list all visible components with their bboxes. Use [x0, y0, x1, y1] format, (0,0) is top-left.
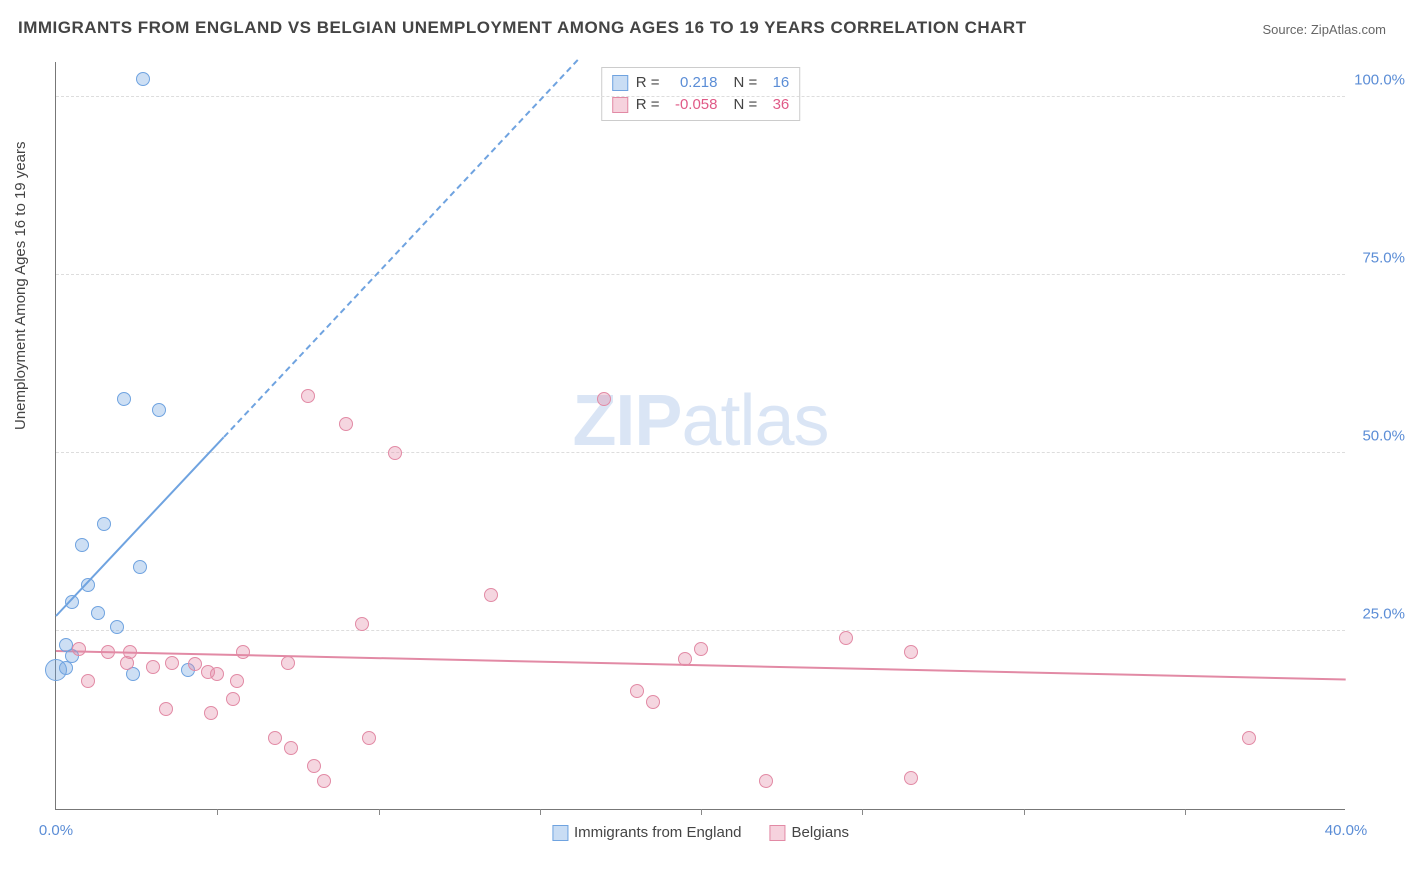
x-tick: [1024, 809, 1025, 815]
gridline: [56, 630, 1345, 631]
x-tick-label: 40.0%: [1325, 822, 1368, 839]
legend-item: Belgians: [770, 824, 850, 841]
data-point: [904, 771, 918, 785]
gridline: [56, 274, 1345, 275]
data-point: [284, 741, 298, 755]
data-point: [159, 702, 173, 716]
data-point: [120, 656, 134, 670]
data-point: [75, 538, 89, 552]
data-point: [839, 631, 853, 645]
y-tick-label: 75.0%: [1362, 249, 1405, 266]
y-tick-label: 50.0%: [1362, 427, 1405, 444]
data-point: [133, 560, 147, 574]
data-point: [301, 389, 315, 403]
data-point: [152, 403, 166, 417]
data-point: [117, 392, 131, 406]
legend-swatch: [612, 75, 628, 91]
gridline: [56, 96, 1345, 97]
data-point: [281, 656, 295, 670]
data-point: [201, 665, 215, 679]
x-tick-label: 0.0%: [39, 822, 73, 839]
data-point: [236, 645, 250, 659]
data-point: [204, 706, 218, 720]
x-tick: [862, 809, 863, 815]
data-point: [230, 674, 244, 688]
data-point: [484, 588, 498, 602]
watermark: ZIPatlas: [572, 380, 828, 462]
legend-row: R =0.218N =16: [612, 72, 790, 94]
x-tick: [1185, 809, 1186, 815]
data-point: [268, 731, 282, 745]
plot-area: ZIPatlas R =0.218N =16R =-0.058N =36 Imm…: [55, 62, 1345, 810]
legend-correlation: R =0.218N =16R =-0.058N =36: [601, 67, 801, 121]
data-point: [317, 774, 331, 788]
data-point: [646, 695, 660, 709]
x-tick: [540, 809, 541, 815]
data-point: [146, 660, 160, 674]
x-tick: [217, 809, 218, 815]
gridline: [56, 452, 1345, 453]
legend-swatch: [612, 97, 628, 113]
data-point: [339, 417, 353, 431]
data-point: [694, 642, 708, 656]
data-point: [72, 642, 86, 656]
source-attribution: Source: ZipAtlas.com: [1262, 22, 1386, 37]
x-tick: [701, 809, 702, 815]
y-tick-label: 100.0%: [1354, 71, 1405, 88]
legend-series: Immigrants from England Belgians: [552, 824, 849, 841]
data-point: [1242, 731, 1256, 745]
data-point: [97, 517, 111, 531]
chart-title: IMMIGRANTS FROM ENGLAND VS BELGIAN UNEMP…: [18, 18, 1027, 38]
data-point: [165, 656, 179, 670]
trend-line: [223, 59, 578, 437]
y-axis-label: Unemployment Among Ages 16 to 19 years: [12, 141, 29, 430]
data-point: [226, 692, 240, 706]
data-point: [904, 645, 918, 659]
data-point: [362, 731, 376, 745]
data-point: [81, 578, 95, 592]
data-point: [759, 774, 773, 788]
legend-swatch: [770, 825, 786, 841]
data-point: [307, 759, 321, 773]
y-tick-label: 25.0%: [1362, 605, 1405, 622]
data-point: [101, 645, 115, 659]
data-point: [45, 659, 67, 681]
data-point: [136, 72, 150, 86]
data-point: [630, 684, 644, 698]
data-point: [188, 657, 202, 671]
x-tick: [379, 809, 380, 815]
data-point: [597, 392, 611, 406]
trend-line: [55, 436, 224, 616]
data-point: [678, 652, 692, 666]
data-point: [81, 674, 95, 688]
data-point: [110, 620, 124, 634]
data-point: [355, 617, 369, 631]
data-point: [91, 606, 105, 620]
legend-item: Immigrants from England: [552, 824, 742, 841]
legend-swatch: [552, 825, 568, 841]
data-point: [65, 595, 79, 609]
data-point: [388, 446, 402, 460]
legend-row: R =-0.058N =36: [612, 94, 790, 116]
